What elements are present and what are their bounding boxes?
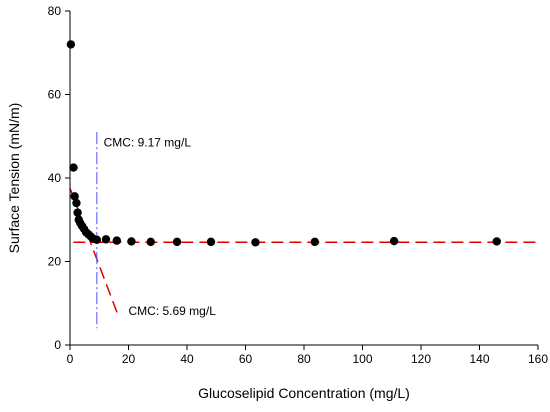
y-tick-label: 40	[48, 171, 62, 185]
data-point	[492, 237, 501, 246]
y-tick-label: 0	[54, 338, 61, 352]
data-point	[101, 235, 111, 244]
x-tick-label: 100	[352, 352, 372, 366]
data-point	[72, 198, 81, 208]
y-tick-label: 20	[48, 255, 62, 269]
annotation-cmc1: CMC: 9.17 mg/L	[104, 136, 192, 150]
data-point	[70, 192, 79, 201]
x-tick-label: 20	[122, 352, 136, 366]
annotation-cmc2: CMC: 5.69 mg/L	[129, 304, 217, 318]
data-point	[69, 163, 78, 172]
data-point	[251, 238, 260, 247]
data-point	[206, 237, 216, 247]
data-point	[310, 237, 320, 247]
x-tick-label: 80	[297, 352, 311, 366]
data-point	[66, 40, 76, 49]
data-point	[389, 236, 399, 246]
data-point	[73, 208, 82, 217]
data-point	[112, 236, 122, 245]
data-point	[92, 235, 102, 244]
x-tick-label: 60	[239, 352, 253, 366]
data-point	[146, 237, 155, 247]
y-tick-label: 80	[48, 4, 62, 18]
x-tick-label: 120	[411, 352, 431, 366]
x-tick-label: 40	[180, 352, 194, 366]
y-axis-title: Surface Tension (mN/m)	[6, 103, 22, 254]
fit-line-2	[70, 186, 119, 317]
data-point	[127, 237, 136, 246]
y-tick-label: 60	[48, 88, 62, 102]
x-tick-label: 160	[528, 352, 548, 366]
x-tick-label: 140	[469, 352, 489, 366]
x-axis-title: Glucoselipid Concentration (mg/L)	[198, 385, 410, 401]
x-tick-label: 0	[67, 352, 74, 366]
data-point	[172, 237, 182, 247]
